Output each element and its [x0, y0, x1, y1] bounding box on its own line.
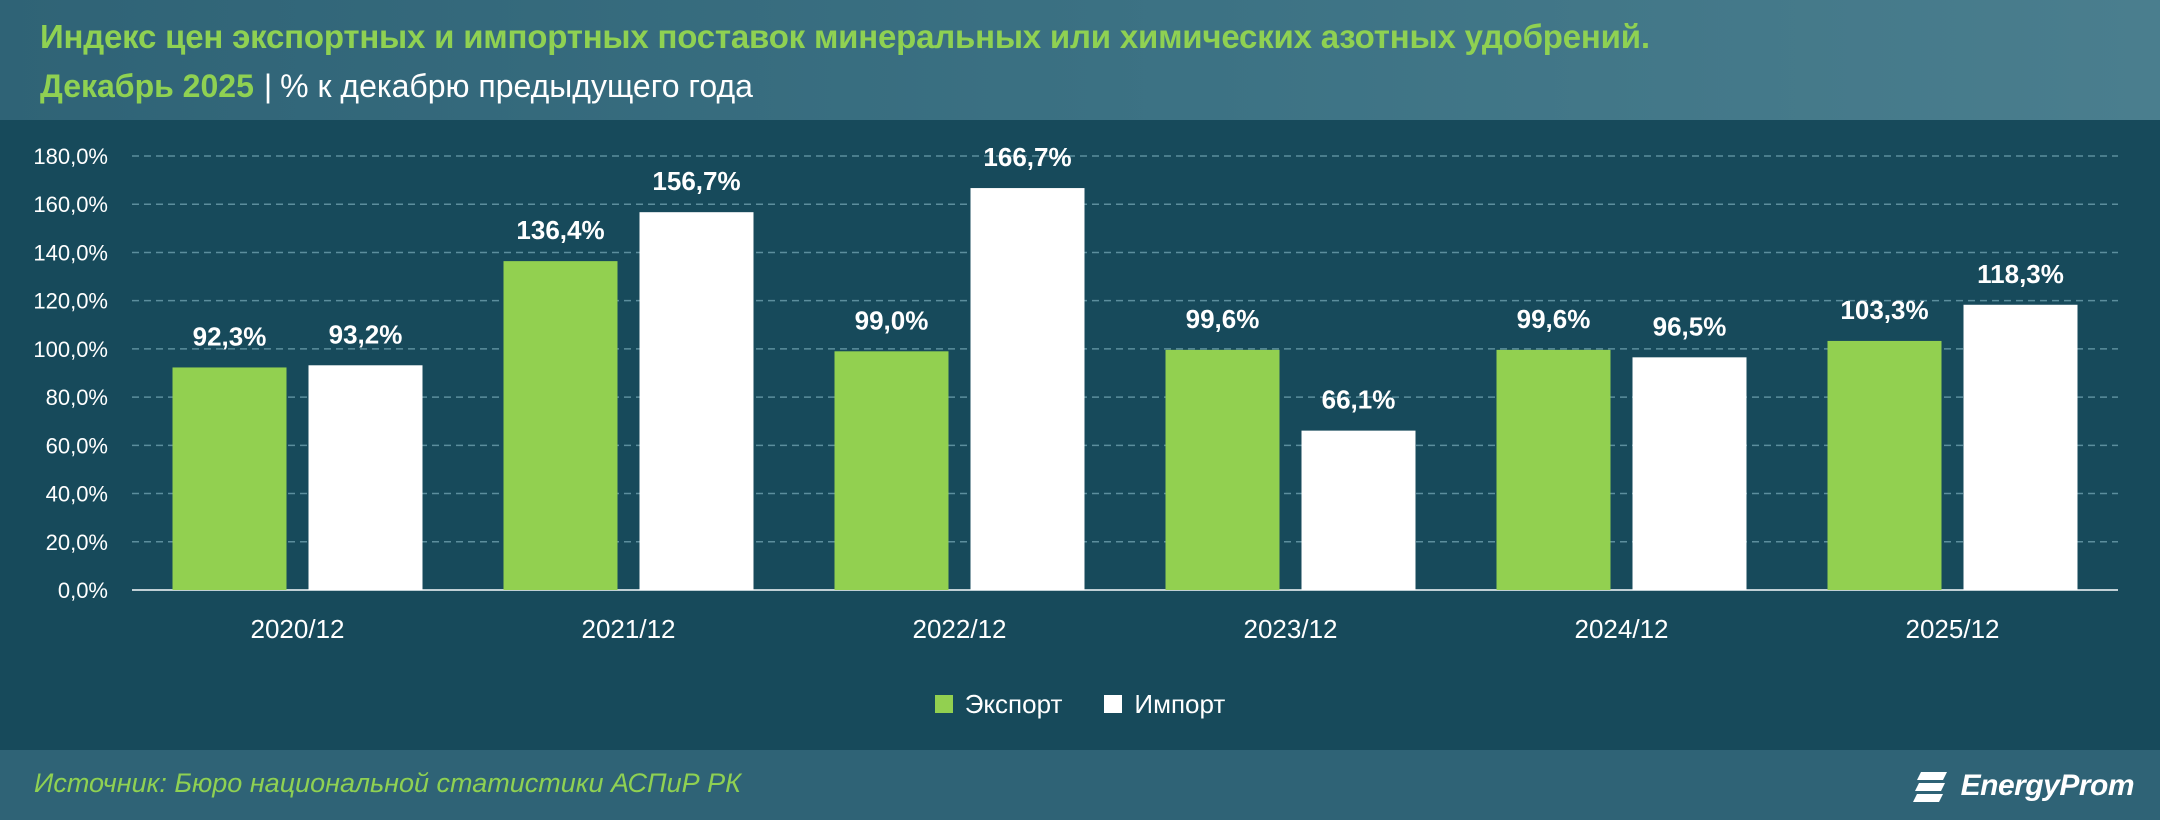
data-label: 93,2% — [329, 319, 403, 349]
legend-swatch-export — [934, 695, 953, 713]
legend-label-import: Импорт — [1134, 688, 1226, 719]
header: Индекс цен экспортных и импортных постав… — [0, 0, 2160, 120]
bar-import — [970, 188, 1085, 590]
y-tick-label: 80,0% — [46, 385, 108, 410]
bar-export — [1827, 340, 1942, 590]
x-tick-label: 2021/12 — [582, 614, 676, 644]
energyprom-logo-icon — [1912, 772, 1947, 802]
data-label: 99,6% — [1186, 304, 1260, 334]
y-tick-label: 40,0% — [46, 482, 108, 507]
y-tick-label: 0,0% — [58, 578, 108, 603]
y-tick-label: 60,0% — [46, 433, 108, 458]
source-note: Источник: Бюро национальной статистики А… — [34, 768, 742, 798]
x-tick-label: 2024/12 — [1575, 614, 1669, 644]
chart-title: Индекс цен экспортных и импортных постав… — [40, 18, 1650, 55]
x-tick-label: 2020/12 — [251, 614, 345, 644]
bar-import — [1301, 430, 1416, 590]
bar-import — [1963, 304, 2078, 590]
data-label: 156,7% — [652, 166, 740, 196]
brand-name: EnergyProm — [1960, 769, 2135, 802]
y-tick-label: 120,0% — [33, 289, 108, 314]
data-label: 136,4% — [516, 215, 604, 245]
legend-item-import: Импорт — [1104, 689, 1225, 720]
chart-panel: 0,0% 20,0% 40,0% 60,0% 80,0% 100,0% 120,0% 140,… — [0, 120, 2160, 750]
y-tick-label: 140,0% — [33, 240, 108, 265]
brand-logo: EnergyProm — [1912, 764, 2135, 808]
data-label: 118,3% — [1977, 259, 2064, 289]
x-tick-label: 2022/12 — [913, 614, 1007, 644]
footer: Источник: Бюро национальной статистики А… — [0, 750, 2160, 820]
y-tick-label: 180,0% — [33, 144, 108, 169]
bar-import — [1632, 357, 1747, 590]
x-tick-label: 2023/12 — [1244, 614, 1338, 644]
subtitle-period: Декабрь 2025 — [40, 68, 254, 104]
legend: Экспорт Импорт — [0, 684, 2160, 724]
bar-export — [834, 351, 949, 590]
data-label: 99,0% — [855, 305, 929, 335]
subtitle-unit: % к декабрю предыдущего года — [280, 68, 753, 104]
bar-import — [639, 212, 754, 590]
data-label: 92,3% — [193, 321, 267, 351]
subtitle-separator: | — [263, 68, 273, 104]
bar-import — [308, 365, 423, 590]
y-tick-label: 160,0% — [33, 192, 108, 217]
data-label: 166,7% — [983, 142, 1071, 172]
chart-subtitle: Декабрь 2025 |% к декабрю предыдущего год… — [40, 68, 753, 105]
y-tick-label: 100,0% — [33, 337, 108, 362]
legend-item-export: Экспорт — [934, 688, 1063, 720]
y-tick-label: 20,0% — [46, 530, 108, 555]
data-label: 66,1% — [1322, 385, 1396, 415]
legend-label-export: Экспорт — [964, 688, 1063, 719]
bar-export — [1165, 349, 1280, 590]
bar-export — [1496, 349, 1611, 590]
bar-export — [172, 367, 287, 590]
x-tick-label: 2025/12 — [1906, 614, 2000, 644]
data-label: 99,6% — [1517, 304, 1591, 334]
bar-chart: 0,0% 20,0% 40,0% 60,0% 80,0% 100,0% 120,0% 140,… — [33, 142, 2118, 644]
data-label: 96,5% — [1653, 311, 1727, 341]
bar-export — [503, 261, 618, 590]
data-label: 103,3% — [1840, 295, 1928, 325]
legend-swatch-import — [1104, 695, 1123, 713]
